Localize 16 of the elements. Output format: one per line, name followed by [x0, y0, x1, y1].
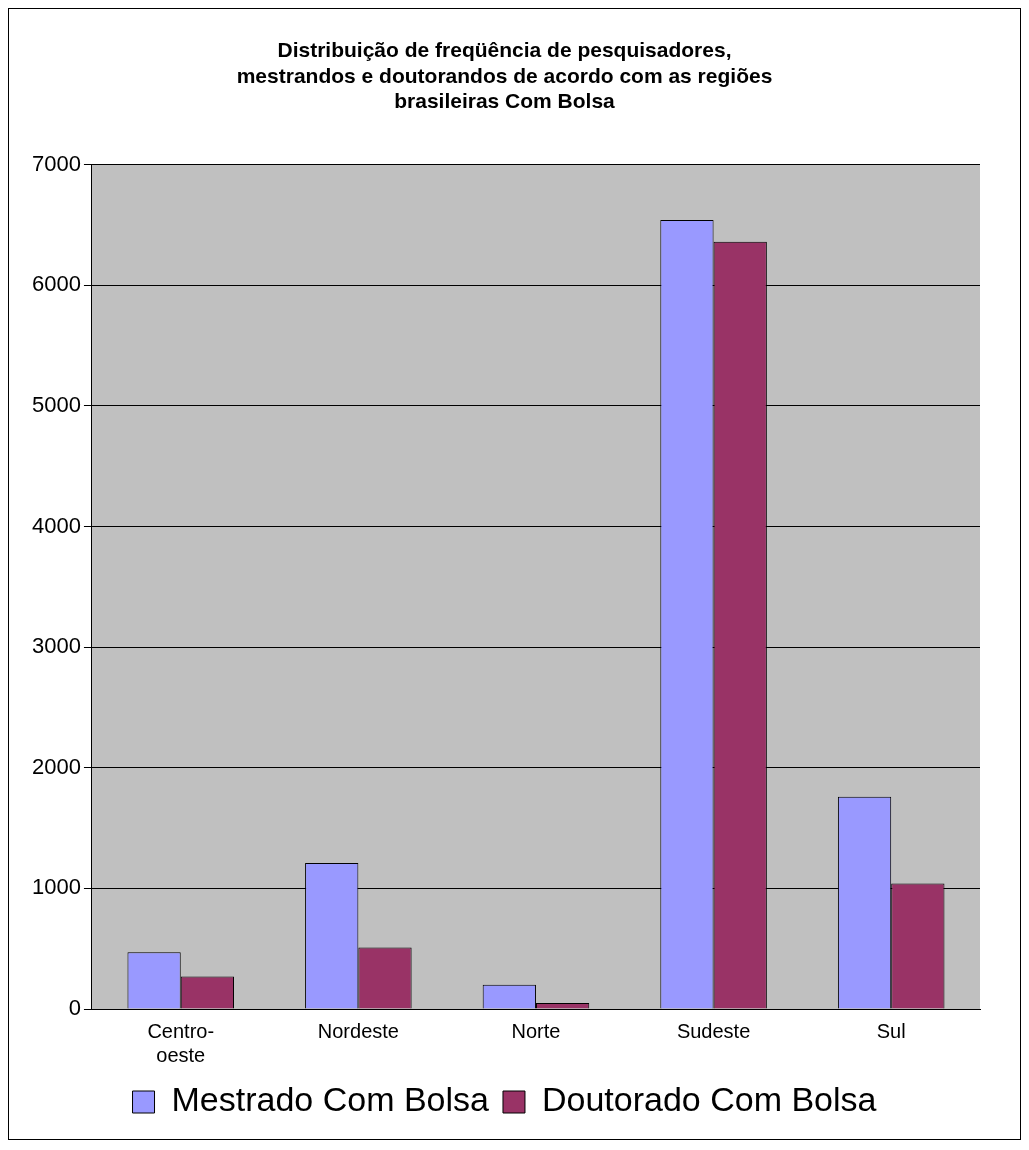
- x-tick-label: Norte: [511, 1019, 561, 1042]
- y-tick-label: 1000: [31, 874, 81, 900]
- x-tick-label: Nordeste: [317, 1019, 399, 1042]
- x-tick-label: Sul: [876, 1019, 906, 1042]
- y-tick-label: 6000: [31, 271, 81, 297]
- y-tick-label: 0: [68, 995, 81, 1021]
- y-tick-label: 5000: [31, 391, 81, 417]
- x-tick-label: Centro-oeste: [147, 1019, 215, 1066]
- y-tick-label: 7000: [31, 150, 81, 176]
- legend-label: Doutorado Com Bolsa: [541, 1080, 877, 1119]
- y-tick-label: 3000: [31, 633, 81, 659]
- chart-title: Distribuição de freqüência de pesquisadores, mestrandos e doutorandos de acordo com as regiões brasileiras Com Bolsa: [236, 38, 773, 112]
- x-tick-label: Sudeste: [676, 1019, 751, 1042]
- legend-label: Mestrado Com Bolsa: [171, 1080, 490, 1119]
- y-tick-label: 2000: [31, 753, 81, 779]
- y-tick-label: 4000: [31, 512, 81, 538]
